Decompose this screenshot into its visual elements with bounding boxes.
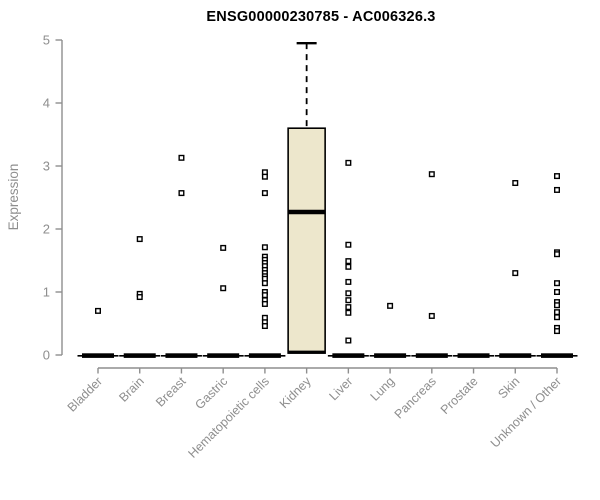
x-tick-label-prostate: Prostate xyxy=(438,374,481,417)
collapsed-box xyxy=(457,353,490,358)
data-point xyxy=(345,337,352,344)
y-tick-label: 4 xyxy=(43,96,50,111)
category-unknown-other xyxy=(536,173,578,358)
data-point xyxy=(220,285,227,292)
data-point xyxy=(345,263,352,270)
x-tick-label-brain: Brain xyxy=(116,374,147,405)
category-bladder xyxy=(77,307,119,358)
data-point xyxy=(178,190,185,197)
collapsed-box xyxy=(499,353,532,358)
y-axis-label: Expression xyxy=(6,163,21,231)
category-hematopoietic-cells xyxy=(244,169,286,358)
box-body xyxy=(287,127,326,354)
data-point xyxy=(387,302,394,309)
collapsed-box xyxy=(415,353,448,358)
y-tick-label: 3 xyxy=(43,159,50,174)
category-prostate xyxy=(453,353,495,358)
data-point xyxy=(345,290,352,297)
data-point xyxy=(553,302,560,309)
data-point xyxy=(553,309,560,316)
x-tick-label-unknown-other: Unknown / Other xyxy=(488,374,564,450)
x-tick-label-kidney: Kidney xyxy=(277,374,314,411)
x-tick-label-bladder: Bladder xyxy=(65,374,105,414)
data-point xyxy=(553,289,560,296)
y-tick-label: 2 xyxy=(43,222,50,237)
data-point xyxy=(345,297,352,304)
data-point xyxy=(553,251,560,258)
data-point xyxy=(261,190,268,197)
data-point xyxy=(512,180,519,187)
data-point xyxy=(261,280,268,287)
collapsed-box xyxy=(332,353,365,358)
collapsed-box xyxy=(540,353,573,358)
x-tick-label-hematopoietic-cells: Hematopoietic cells xyxy=(185,374,272,461)
x-tick-label-breast: Breast xyxy=(153,374,189,410)
data-point xyxy=(136,294,143,301)
x-tick-label-pancreas: Pancreas xyxy=(392,374,439,421)
data-point xyxy=(512,270,519,277)
data-point xyxy=(345,159,352,166)
data-point xyxy=(553,328,560,335)
collapsed-box xyxy=(207,353,240,358)
data-point xyxy=(220,244,227,251)
data-point xyxy=(261,292,268,299)
category-pancreas xyxy=(411,171,453,358)
data-point xyxy=(261,300,268,307)
y-tick-label: 1 xyxy=(43,285,50,300)
y-axis: 0 1 2 3 4 5 xyxy=(43,33,63,363)
data-point xyxy=(428,171,435,178)
data-point xyxy=(428,312,435,319)
data-point xyxy=(136,236,143,243)
data-point xyxy=(345,258,352,265)
x-tick-label-skin: Skin xyxy=(495,374,522,401)
data-point xyxy=(94,307,101,314)
data-point xyxy=(553,173,560,180)
category-liver xyxy=(327,159,369,358)
category-lung xyxy=(369,302,411,358)
data-point xyxy=(261,244,268,251)
category-breast xyxy=(160,154,202,358)
data-point xyxy=(261,323,268,330)
y-tick-label: 0 xyxy=(43,348,50,363)
chart-title: ENSG00000230785 - AC006326.3 xyxy=(206,9,436,25)
collapsed-box xyxy=(374,353,407,358)
y-tick-label: 5 xyxy=(43,33,50,48)
data-point xyxy=(345,304,352,311)
category-kidney xyxy=(287,41,326,354)
data-point xyxy=(345,241,352,248)
data-point xyxy=(553,314,560,321)
collapsed-box xyxy=(165,353,198,358)
category-brain xyxy=(119,236,161,358)
x-tick-label-gastric: Gastric xyxy=(192,374,230,412)
data-point xyxy=(345,278,352,285)
category-gastric xyxy=(202,244,244,358)
data-point xyxy=(345,309,352,316)
x-tick-label-lung: Lung xyxy=(368,374,398,404)
category-skin xyxy=(494,180,536,358)
x-tick-label-liver: Liver xyxy=(326,374,355,403)
collapsed-box xyxy=(248,353,281,358)
collapsed-box xyxy=(123,353,156,358)
data-point xyxy=(553,186,560,193)
data-point xyxy=(178,154,185,161)
data-point xyxy=(261,173,268,180)
collapsed-box xyxy=(82,353,114,358)
data-point xyxy=(553,280,560,287)
